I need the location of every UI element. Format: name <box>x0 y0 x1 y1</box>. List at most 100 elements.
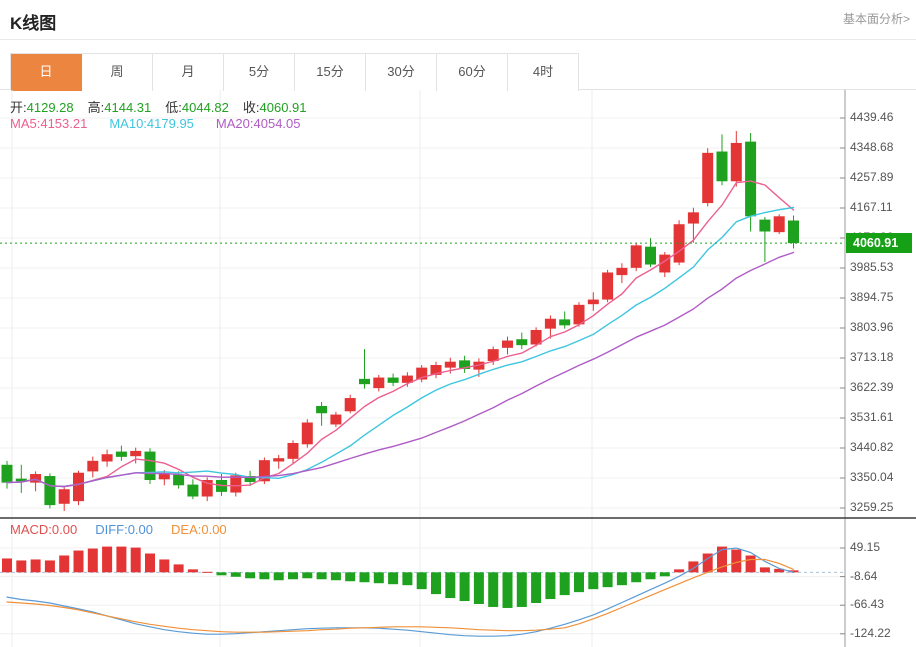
candle-body <box>487 349 499 362</box>
tab-4hour[interactable]: 4时 <box>508 54 579 91</box>
candle-body <box>1 464 13 483</box>
macd-histogram-bar <box>659 572 670 577</box>
candle-body <box>330 414 342 425</box>
interval-tabs: 日周月 5分 15分 30分 60分 4时 <box>10 53 579 91</box>
candle-body <box>373 377 385 389</box>
macd-histogram-bar <box>302 572 313 579</box>
macd-item: DEA:0.00 <box>171 522 227 537</box>
ma-line-ma5 <box>6 180 795 488</box>
ohlc-readout: 开:4129.28 高:4144.31 低:4044.82 收:4060.91 <box>10 97 321 116</box>
macd-histogram-bar <box>745 555 756 573</box>
candle-body <box>730 142 742 182</box>
macd-histogram-bar <box>473 572 484 604</box>
candle-body <box>502 340 513 348</box>
macd-histogram-bar <box>574 572 584 593</box>
macd-histogram-bar <box>759 567 770 573</box>
candle-body <box>516 339 528 346</box>
y-axis-label: 3259.25 <box>850 499 894 514</box>
y-axis-label: -8.64 <box>850 568 878 583</box>
candle-body <box>602 272 614 300</box>
candle-body <box>401 375 413 383</box>
tab-day[interactable]: 日 <box>11 54 82 91</box>
candle-body <box>702 152 714 204</box>
macd-histogram-bar <box>345 572 356 582</box>
macd-histogram-bar <box>102 546 113 573</box>
macd-histogram-bar <box>159 559 170 573</box>
candle-body <box>459 360 471 369</box>
candle-body <box>273 458 285 462</box>
macd-histogram-bar <box>73 550 84 573</box>
ma-item: MA5:4153.21 <box>10 116 88 131</box>
candle-body <box>773 216 785 233</box>
candle-body <box>573 304 585 325</box>
candle-body <box>101 454 113 462</box>
macd-histogram-bar <box>516 572 527 607</box>
ma-item: MA10:4179.95 <box>109 116 194 131</box>
macd-histogram-bar <box>388 572 399 585</box>
diff-line <box>6 547 795 637</box>
candle-body <box>616 267 628 276</box>
macd-histogram-bar <box>145 553 155 573</box>
y-axis-label: 49.15 <box>850 540 881 554</box>
macd-histogram-bar <box>788 570 799 573</box>
candle-body <box>230 475 242 493</box>
page-header: K线图 基本面分析> <box>0 0 916 40</box>
y-axis-label: 3985.53 <box>850 259 894 274</box>
candle-body <box>359 378 370 385</box>
current-price-tag: 4060.91 <box>846 233 912 254</box>
macd-histogram-bar <box>631 572 642 583</box>
macd-histogram-bar <box>774 568 785 573</box>
tab-month[interactable]: 月 <box>153 54 224 91</box>
macd-histogram-bar <box>616 572 627 586</box>
ma-line-ma20 <box>6 251 795 488</box>
candle-body <box>316 405 328 414</box>
macd-histogram-bar <box>288 572 298 580</box>
macd-histogram-bar <box>731 549 742 573</box>
tab-60min[interactable]: 60分 <box>437 54 508 91</box>
macd-histogram-bar <box>545 572 556 600</box>
candle-body <box>687 212 699 224</box>
ohlc-item: 收:4060.91 <box>242 100 307 115</box>
dea-line <box>6 558 795 633</box>
macd-histogram-bar <box>702 553 713 573</box>
macd-histogram-bar <box>502 572 513 608</box>
macd-histogram-bar <box>330 572 341 581</box>
candle-body <box>745 141 757 217</box>
macd-histogram-bar <box>602 572 613 588</box>
ohlc-item: 低:4044.82 <box>165 100 229 115</box>
tab-week[interactable]: 周 <box>82 54 153 91</box>
macd-histogram-bar <box>645 572 656 580</box>
candle-body <box>244 476 256 482</box>
y-axis-label: 4348.68 <box>850 139 894 154</box>
macd-histogram-bar <box>688 561 699 573</box>
candle-body <box>344 398 356 412</box>
candle-body <box>144 451 156 480</box>
y-axis-label: 4257.89 <box>850 169 894 184</box>
macd-histogram-bar <box>173 564 184 573</box>
macd-histogram-bar <box>445 572 456 599</box>
candle-body <box>630 245 642 268</box>
candle-body <box>87 460 99 472</box>
candle-body <box>73 472 84 502</box>
y-axis-label: 3622.39 <box>850 379 894 394</box>
tab-15min[interactable]: 15分 <box>295 54 366 91</box>
fundamental-analysis-link[interactable]: 基本面分析> <box>842 12 910 26</box>
candle-body <box>58 489 70 504</box>
ma-readout: MA5:4153.21 MA10:4179.95 MA20:4054.05 <box>10 116 323 131</box>
y-axis-label: 3350.04 <box>850 469 894 484</box>
candle-body <box>544 318 556 329</box>
candle-body <box>387 377 399 383</box>
y-axis-label: 3531.61 <box>850 409 894 424</box>
candle-body <box>115 451 127 457</box>
tab-5min[interactable]: 5分 <box>224 54 295 91</box>
macd-histogram-bar <box>59 555 70 573</box>
tab-30min[interactable]: 30分 <box>366 54 437 91</box>
candle-body <box>30 474 42 483</box>
macd-histogram-bar <box>402 572 413 586</box>
candle-body <box>759 219 771 232</box>
macd-item: DIFF:0.00 <box>95 522 154 537</box>
ohlc-item: 高:4144.31 <box>87 100 152 115</box>
candle-body <box>788 220 799 244</box>
